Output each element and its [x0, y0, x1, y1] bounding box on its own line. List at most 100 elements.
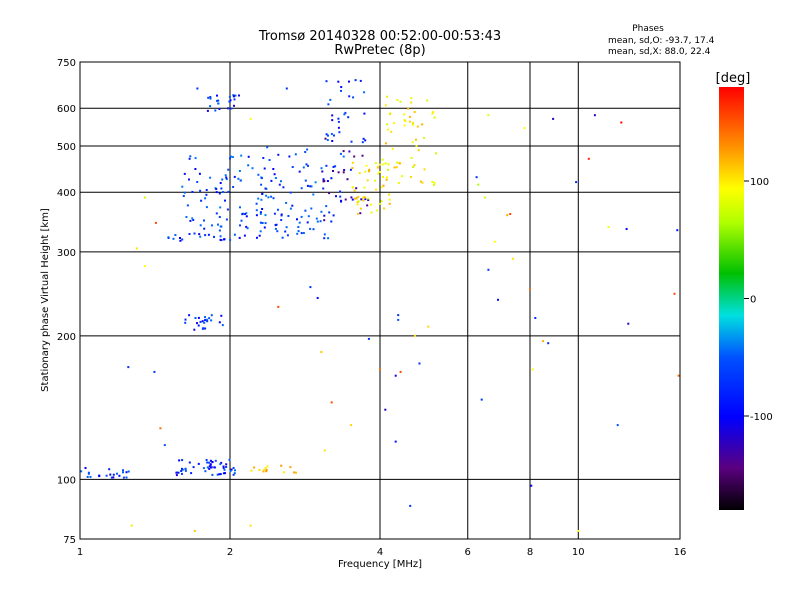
echo-point	[125, 471, 128, 474]
echo-point	[221, 178, 224, 181]
echo-point	[280, 464, 283, 467]
echo-point	[348, 80, 350, 83]
echo-point	[397, 318, 400, 321]
echo-point	[523, 127, 526, 130]
echo-point	[356, 212, 359, 215]
echo-point	[86, 475, 89, 478]
y-tick-label: 500	[57, 142, 76, 153]
echo-point	[179, 239, 182, 242]
echo-point	[394, 374, 397, 377]
echo-point	[232, 186, 235, 188]
echo-point	[328, 211, 331, 214]
echo-point	[387, 168, 389, 171]
y-tick-label: 400	[57, 188, 76, 199]
echo-point	[427, 325, 430, 328]
echo-point	[362, 199, 365, 202]
echo-point	[284, 230, 287, 233]
echo-point	[326, 139, 329, 141]
echo-point	[262, 470, 265, 473]
echo-point	[249, 117, 252, 120]
echo-point	[291, 204, 294, 207]
echo-point	[240, 154, 243, 157]
echo-point	[382, 163, 385, 166]
echo-point	[226, 208, 229, 211]
x-tick-label: 2	[227, 547, 233, 558]
echo-point	[211, 473, 214, 476]
echo-point	[409, 175, 412, 178]
echo-point	[122, 471, 124, 474]
echo-point	[398, 162, 401, 165]
echo-point	[264, 222, 267, 225]
echo-point	[351, 198, 354, 201]
echo-point	[407, 107, 410, 110]
echo-point	[306, 221, 309, 224]
echo-point	[259, 211, 262, 214]
y-tick-label: 600	[57, 104, 76, 115]
echo-point	[330, 177, 333, 180]
echo-point	[381, 186, 384, 189]
echo-point	[205, 189, 208, 191]
echo-point	[184, 321, 187, 324]
echo-point	[370, 211, 373, 214]
echo-point	[222, 472, 225, 475]
echo-point	[625, 228, 628, 230]
echo-point	[273, 212, 276, 215]
echo-point	[224, 199, 226, 202]
echo-point	[396, 99, 399, 102]
echo-point	[233, 175, 236, 178]
grid-lines	[79, 61, 681, 540]
echo-point	[620, 121, 623, 124]
echo-point	[228, 458, 231, 461]
echo-point	[432, 111, 435, 114]
echo-point	[240, 219, 243, 222]
echo-point	[393, 122, 396, 125]
echo-point	[245, 215, 248, 218]
echo-point	[354, 79, 357, 82]
echo-point	[179, 237, 181, 239]
echo-point	[245, 225, 248, 228]
echo-point	[378, 202, 381, 205]
echo-point	[108, 468, 111, 471]
echo-point	[214, 109, 217, 112]
echo-point	[359, 207, 362, 210]
echo-point	[285, 201, 288, 204]
echo-point	[418, 362, 421, 365]
echo-point	[260, 183, 263, 186]
echo-point	[386, 123, 389, 126]
echo-point	[352, 96, 355, 99]
echo-point	[356, 203, 359, 206]
phases-x-stats: mean, sd,X: 88.0, 22.4	[608, 47, 711, 57]
echo-point	[304, 209, 307, 212]
echo-point	[105, 474, 108, 477]
echo-point	[368, 170, 370, 173]
echo-point	[320, 210, 323, 213]
x-tick-label: 16	[674, 547, 687, 558]
echo-point	[181, 238, 184, 241]
echo-point	[332, 214, 335, 217]
echo-point	[175, 474, 178, 477]
echo-point	[280, 180, 282, 183]
echo-point	[233, 98, 236, 101]
echo-point	[135, 247, 138, 250]
colorbar-ticks: 100 0 -100	[744, 177, 773, 423]
echo-point	[307, 215, 310, 218]
echo-point	[388, 202, 391, 205]
echo-point	[238, 236, 241, 239]
echo-point	[232, 95, 235, 98]
echo-point	[348, 150, 351, 153]
echo-point	[216, 473, 219, 476]
echo-point	[219, 206, 222, 209]
echo-point	[239, 224, 241, 227]
echo-point	[270, 195, 273, 198]
echo-point	[431, 180, 434, 183]
echo-point	[329, 98, 332, 101]
echo-point	[397, 314, 400, 317]
echo-point	[277, 153, 280, 156]
echo-point	[184, 469, 187, 472]
echo-point	[229, 99, 232, 102]
echo-point	[365, 164, 368, 167]
echo-point	[288, 155, 291, 158]
echo-point	[239, 206, 241, 209]
echo-point	[361, 141, 364, 144]
echo-point	[207, 233, 210, 236]
